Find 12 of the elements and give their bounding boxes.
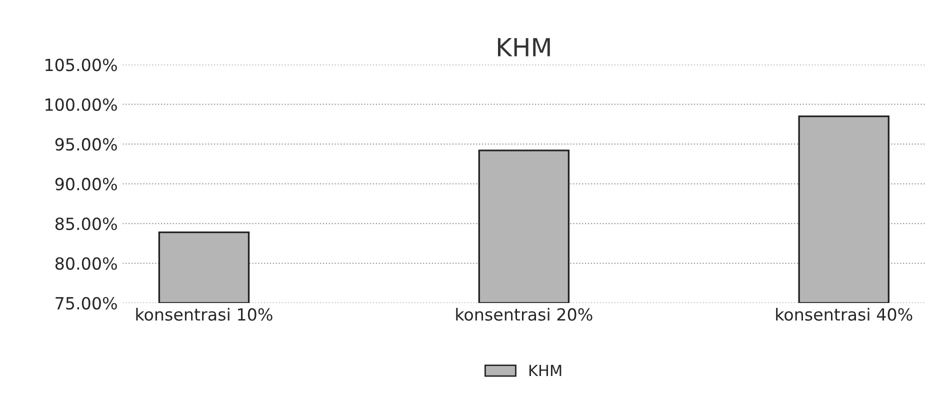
legend-label: KHM [529, 364, 562, 376]
y-tick-label: 105.00% [46, 58, 117, 72]
y-tick-label: 80.00% [55, 257, 117, 270]
y-tick-label: 90.00% [55, 178, 117, 190]
y-tick-label: 95.00% [55, 138, 117, 151]
y-tick-label: 75.00% [56, 296, 117, 310]
y-tick-label: 85.00% [55, 218, 117, 230]
x-tick-label: konsentrasi 20% [456, 308, 592, 321]
x-tick-label: konsentrasi 10% [136, 308, 272, 321]
y-tick-label: 100.00% [46, 98, 117, 111]
chart-title: KHM [498, 38, 550, 56]
x-tick-label: konsentrasi 40% [776, 308, 912, 321]
